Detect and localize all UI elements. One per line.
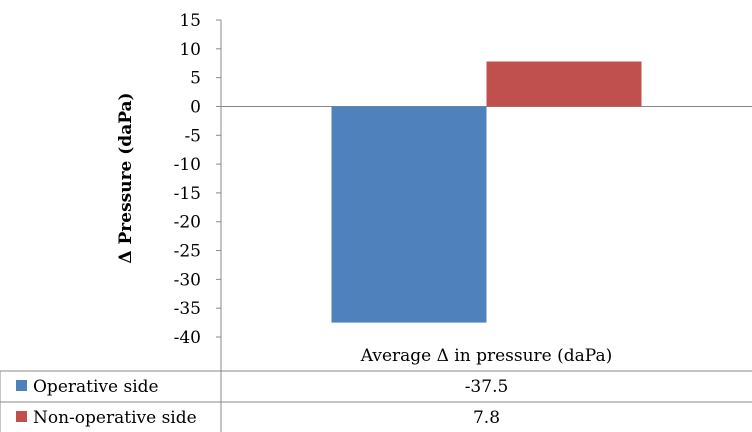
y-tick-label: -30: [174, 270, 201, 290]
y-tick-label: -10: [174, 155, 201, 175]
legend-swatch: [16, 411, 27, 422]
y-tick-label: -20: [174, 213, 201, 233]
y-tick-label: -5: [184, 126, 201, 146]
legend-label: Operative side: [33, 377, 159, 397]
bars: [331, 61, 642, 323]
y-tick-label: 5: [190, 69, 201, 89]
y-tick-label: 10: [179, 40, 201, 60]
y-tick-label: -25: [174, 242, 201, 262]
y-tick-label: -15: [174, 184, 201, 204]
y-tick-label: 0: [190, 97, 201, 117]
y-tick-label: 15: [179, 11, 201, 31]
data-table-value: 7.8: [473, 408, 500, 428]
y-tick-label: -40: [174, 328, 201, 348]
bar-operative-side: [331, 106, 487, 323]
legend-label: Non-operative side: [33, 408, 197, 428]
x-category-label: Average Δ in pressure (daPa): [360, 346, 612, 366]
axes: 15 10 5 0 -5 -10 -15 -20 -25 -30 -35 -40: [174, 11, 752, 348]
bar-non-operative-side: [486, 61, 642, 107]
y-tick-label: -35: [174, 299, 201, 319]
data-table-value: -37.5: [465, 377, 509, 397]
y-axis-label: Δ Pressure (daPa): [116, 92, 136, 263]
legend-swatch: [16, 380, 27, 391]
data-table: Average Δ in pressure (daPa) Operative si…: [0, 337, 752, 432]
